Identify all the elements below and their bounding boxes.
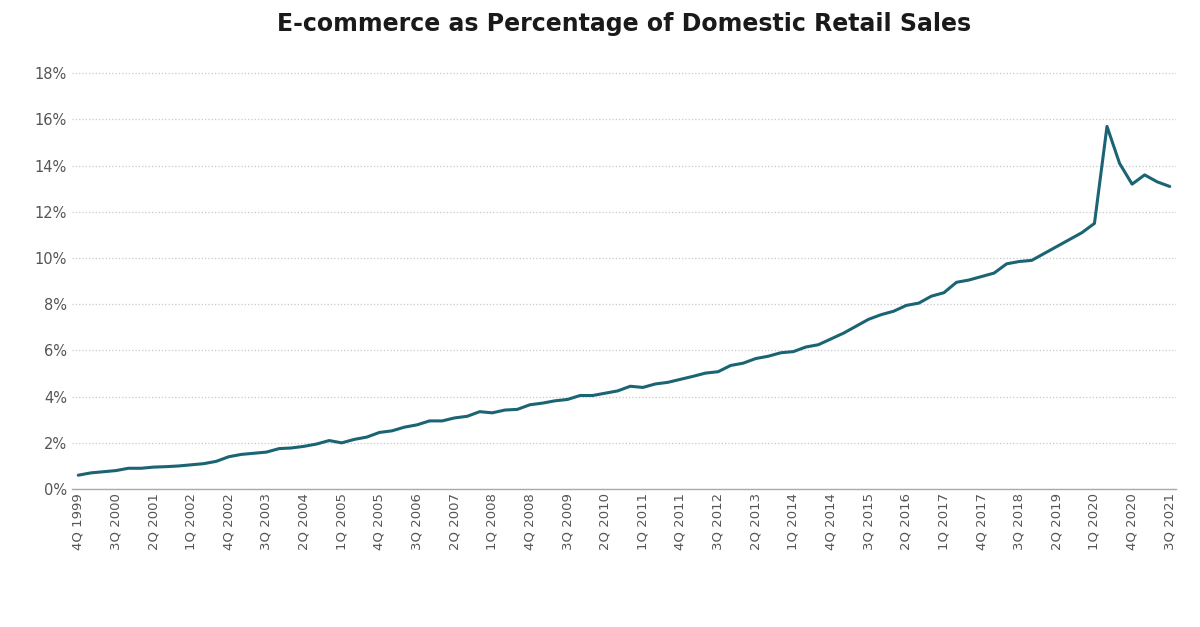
Title: E-commerce as Percentage of Domestic Retail Sales: E-commerce as Percentage of Domestic Ret… (277, 12, 971, 36)
